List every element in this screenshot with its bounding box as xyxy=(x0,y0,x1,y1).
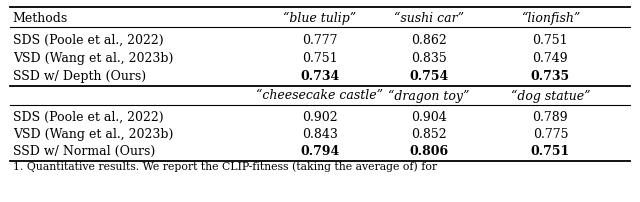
Text: 1. Quantitative results. We report the CLIP-fitness (taking the average of) for: 1. Quantitative results. We report the C… xyxy=(13,161,437,172)
Text: “blue tulip”: “blue tulip” xyxy=(284,12,356,25)
Text: SSD w/ Normal (Ours): SSD w/ Normal (Ours) xyxy=(13,145,155,158)
Text: “dog statue”: “dog statue” xyxy=(511,89,590,103)
Text: 0.843: 0.843 xyxy=(302,128,338,141)
Text: 0.751: 0.751 xyxy=(531,145,570,158)
Text: 0.789: 0.789 xyxy=(532,111,568,124)
Text: “lionfish”: “lionfish” xyxy=(521,12,580,25)
Text: 0.904: 0.904 xyxy=(411,111,447,124)
Text: 0.735: 0.735 xyxy=(531,70,570,83)
Text: SDS (Poole et al., 2022): SDS (Poole et al., 2022) xyxy=(13,34,163,47)
Text: 0.749: 0.749 xyxy=(532,52,568,65)
Text: 0.862: 0.862 xyxy=(411,34,447,47)
Text: SDS (Poole et al., 2022): SDS (Poole et al., 2022) xyxy=(13,111,163,124)
Text: 0.751: 0.751 xyxy=(532,34,568,47)
Text: “sushi car”: “sushi car” xyxy=(394,12,464,25)
Text: 0.835: 0.835 xyxy=(411,52,447,65)
Text: SSD w/ Depth (Ours): SSD w/ Depth (Ours) xyxy=(13,70,146,83)
Text: 0.852: 0.852 xyxy=(411,128,447,141)
Text: “cheesecake castle”: “cheesecake castle” xyxy=(257,89,383,102)
Text: 0.751: 0.751 xyxy=(302,52,338,65)
Text: “dragon toy”: “dragon toy” xyxy=(388,89,470,103)
Text: 0.806: 0.806 xyxy=(409,145,449,158)
Text: VSD (Wang et al., 2023b): VSD (Wang et al., 2023b) xyxy=(13,52,173,65)
Text: 0.794: 0.794 xyxy=(300,145,340,158)
Text: 0.734: 0.734 xyxy=(300,70,340,83)
Text: Methods: Methods xyxy=(13,12,68,25)
Text: 0.754: 0.754 xyxy=(409,70,449,83)
Text: 0.902: 0.902 xyxy=(302,111,338,124)
Text: 0.777: 0.777 xyxy=(302,34,338,47)
Text: 0.775: 0.775 xyxy=(532,128,568,141)
Text: VSD (Wang et al., 2023b): VSD (Wang et al., 2023b) xyxy=(13,128,173,141)
